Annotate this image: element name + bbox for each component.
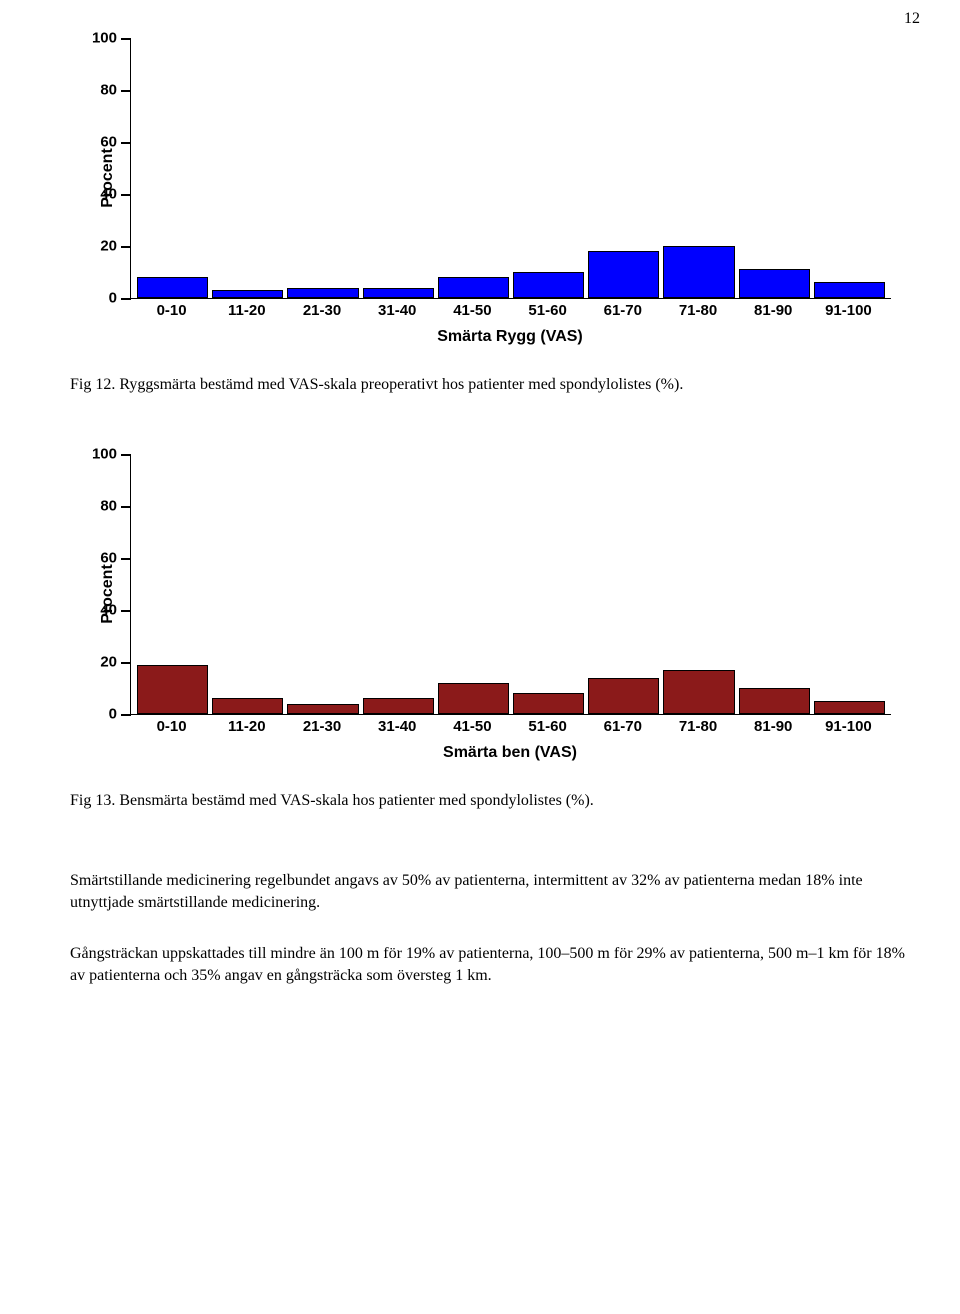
x-tick-label: 81-90 [738, 718, 809, 735]
bar [739, 269, 810, 298]
chart-rygg: Procent 020406080100 0-1011-2021-3031-40… [70, 38, 920, 346]
bar [588, 251, 659, 298]
y-tick [121, 194, 131, 196]
y-tick [121, 38, 131, 40]
y-tick [121, 610, 131, 612]
bar [287, 288, 358, 298]
bar [363, 698, 434, 714]
bar [814, 282, 885, 298]
chart2-plot: 020406080100 [130, 454, 891, 715]
chart2-bars [131, 454, 891, 714]
y-tick-label: 80 [81, 498, 117, 515]
y-tick [121, 454, 131, 456]
x-tick-label: 51-60 [512, 302, 583, 319]
y-tick [121, 558, 131, 560]
y-tick-label: 100 [81, 446, 117, 463]
y-tick [121, 506, 131, 508]
y-tick-label: 20 [81, 654, 117, 671]
x-tick-label: 61-70 [587, 302, 658, 319]
x-tick-label: 91-100 [813, 718, 884, 735]
bar [438, 277, 509, 298]
x-tick-label: 71-80 [662, 718, 733, 735]
y-tick-label: 100 [81, 30, 117, 47]
y-tick-label: 0 [81, 290, 117, 307]
x-tick-label: 0-10 [136, 718, 207, 735]
bar [513, 693, 584, 714]
x-tick-label: 11-20 [211, 302, 282, 319]
x-tick-label: 51-60 [512, 718, 583, 735]
x-tick-label: 31-40 [362, 718, 433, 735]
paragraph-walking: Gångsträckan uppskattades till mindre än… [70, 943, 920, 986]
y-tick [121, 662, 131, 664]
y-tick [121, 142, 131, 144]
y-tick-label: 60 [81, 550, 117, 567]
bar [739, 688, 810, 714]
bar [814, 701, 885, 714]
bar [588, 678, 659, 714]
bar [438, 683, 509, 714]
chart2-x-labels: 0-1011-2021-30 31-4041-5051-6061-7071-80 8… [130, 718, 890, 735]
chart2-x-axis-title: Smärta ben (VAS) [130, 744, 890, 762]
y-tick-label: 0 [81, 706, 117, 723]
x-tick-label: 21-30 [286, 302, 357, 319]
x-tick-label: 0-10 [136, 302, 207, 319]
bar [137, 665, 208, 714]
y-tick-label: 20 [81, 238, 117, 255]
chart1-x-labels: 0-1011-2021-30 31-4041-5051-6061-7071-80 8… [130, 302, 890, 319]
x-tick-label: 81-90 [738, 302, 809, 319]
y-tick-label: 40 [81, 602, 117, 619]
x-tick-label: 21-30 [286, 718, 357, 735]
bar [212, 290, 283, 298]
bar [212, 698, 283, 714]
bar [287, 704, 358, 714]
bar [513, 272, 584, 298]
chart1-bars [131, 38, 891, 298]
bar [663, 670, 734, 714]
chart-ben: Procent 020406080100 0-1011-2021-3031-40… [70, 454, 920, 762]
paragraph-medication: Smärtstillande medicinering regelbundet … [70, 870, 920, 913]
y-tick [121, 246, 131, 248]
caption-fig12: Fig 12. Ryggsmärta bestämd med VAS-skala… [70, 376, 920, 394]
x-tick-label: 71-80 [662, 302, 733, 319]
x-tick-label: 41-50 [437, 302, 508, 319]
x-tick-label: 31-40 [362, 302, 433, 319]
y-tick-label: 80 [81, 82, 117, 99]
y-tick [121, 298, 131, 300]
x-tick-label: 91-100 [813, 302, 884, 319]
y-tick-label: 40 [81, 186, 117, 203]
page-number: 12 [0, 0, 960, 28]
caption-fig13: Fig 13. Bensmärta bestämd med VAS-skala … [70, 792, 920, 810]
y-tick-label: 60 [81, 134, 117, 151]
y-tick [121, 714, 131, 716]
x-tick-label: 41-50 [437, 718, 508, 735]
chart1-plot: 020406080100 [130, 38, 891, 299]
bar [137, 277, 208, 298]
chart1-x-axis-title: Smärta Rygg (VAS) [130, 328, 890, 346]
y-tick [121, 90, 131, 92]
bar [363, 288, 434, 298]
x-tick-label: 11-20 [211, 718, 282, 735]
bar [663, 246, 734, 298]
x-tick-label: 61-70 [587, 718, 658, 735]
